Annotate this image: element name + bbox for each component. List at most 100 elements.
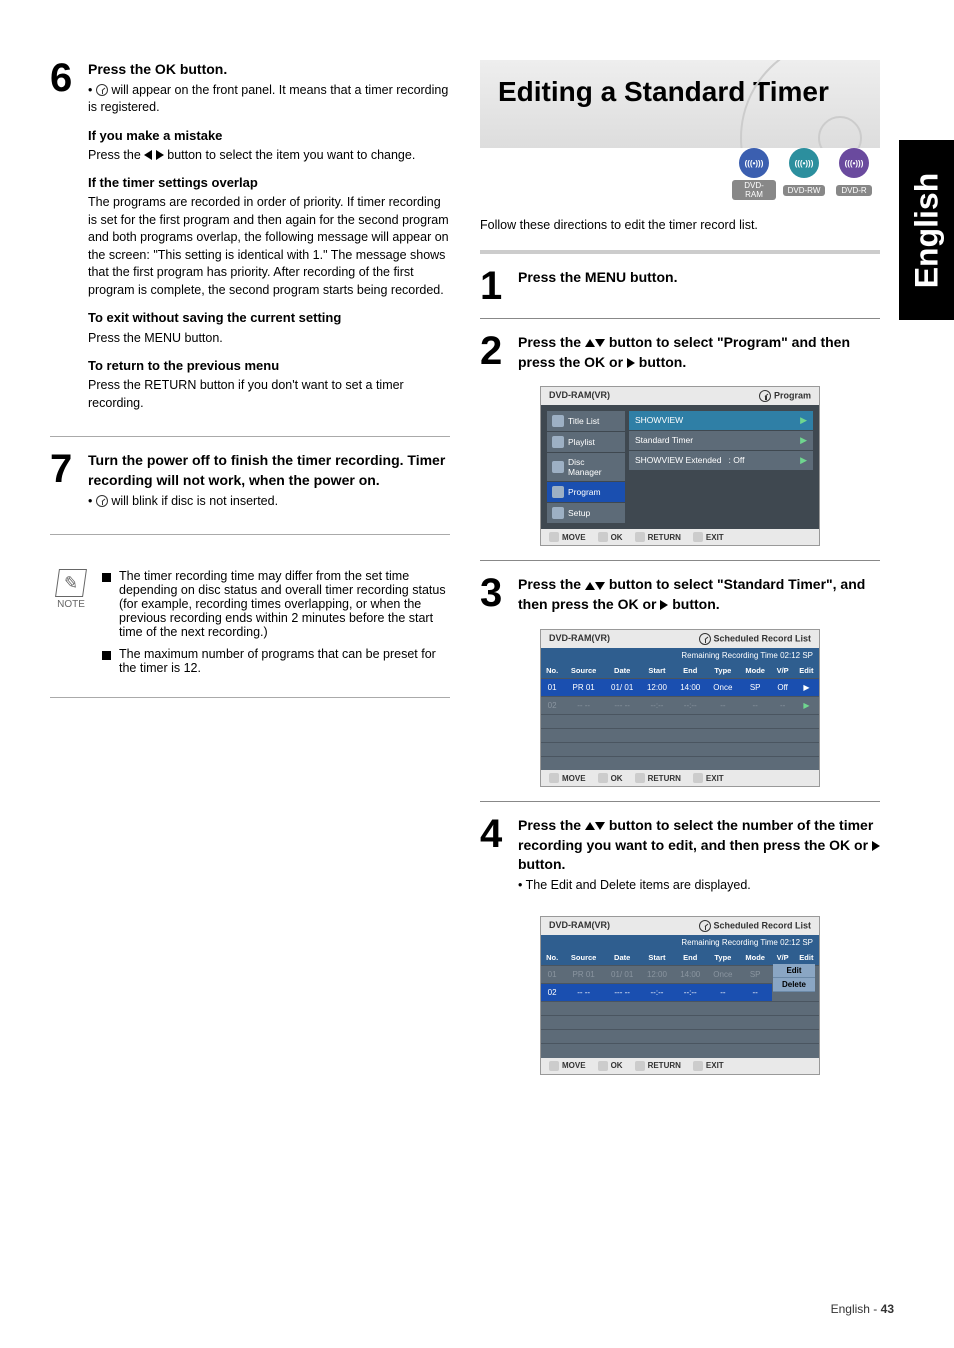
step-2-title: Press the button to select "Program" and… [518, 333, 880, 372]
note-icon: ✎ [55, 569, 87, 597]
foot-ok: OK [598, 1061, 623, 1071]
step-6-h1: If you make a mistake [88, 127, 450, 145]
up-arrow-icon [585, 582, 595, 590]
section-bar [480, 250, 880, 254]
menu-item-playlist[interactable]: Playlist [547, 432, 625, 452]
foot-ok: OK [598, 532, 623, 542]
step-4: 4 Press the button to select the number … [480, 816, 880, 904]
badge-dvd-ram: (((•))) DVD-RAM [732, 148, 776, 202]
up-arrow-icon [585, 822, 595, 830]
table-row[interactable]: 02-- ----- ----:----:--------▶ [541, 696, 819, 714]
right-arrow-icon [627, 358, 635, 368]
osd-body: Title List Playlist Disc Manager Program… [541, 405, 819, 529]
intro-text: Follow these directions to edit the time… [480, 218, 880, 232]
foot-exit: EXIT [693, 773, 724, 783]
divider [480, 801, 880, 802]
left-arrow-icon [144, 150, 152, 160]
osd-header: DVD-RAM(VR) Scheduled Record List [541, 917, 819, 935]
arrow-icon: ▶ [794, 678, 819, 696]
arrow-icon: ▶ [800, 435, 807, 446]
step-6-p4: Press the RETURN button if you don't wan… [88, 377, 450, 412]
menu-item-disc-manager[interactable]: Disc Manager [547, 453, 625, 481]
bullet-icon [102, 651, 111, 660]
popup-edit[interactable]: Edit [773, 964, 815, 978]
language-tab: English [899, 140, 954, 320]
disc-circle-icon: (((•))) [739, 148, 769, 178]
table-row [541, 728, 819, 742]
step-4-title: Press the button to select the number of… [518, 816, 880, 875]
divider [50, 436, 450, 437]
divider [480, 560, 880, 561]
step-1-title: Press the MENU button. [518, 268, 880, 288]
foot-move: MOVE [549, 1061, 586, 1071]
divider [50, 697, 450, 698]
osd-program-menu: DVD-RAM(VR) Program Title List Playlist … [540, 386, 820, 546]
foot-return: RETURN [635, 773, 681, 783]
osd-record-list-2: DVD-RAM(VR) Scheduled Record List Remain… [540, 916, 820, 1075]
note-item-1: The timer recording time may differ from… [102, 569, 450, 639]
note-item-2: The maximum number of programs that can … [102, 647, 450, 675]
menu-item-title-list[interactable]: Title List [547, 411, 625, 431]
divider [480, 318, 880, 319]
step-2: 2 Press the button to select "Program" a… [480, 333, 880, 374]
divider [50, 534, 450, 535]
foot-ok: OK [598, 773, 623, 783]
page-footer: English - 43 [831, 1302, 894, 1316]
foot-exit: EXIT [693, 532, 724, 542]
arrow-icon: ▶ [800, 455, 807, 466]
bullet-icon [102, 573, 111, 582]
clock-icon [699, 920, 711, 932]
menu-icon [552, 486, 564, 498]
language-tab-text: English [908, 172, 945, 288]
osd-header: DVD-RAM(VR) Program [541, 387, 819, 405]
table-row [541, 1002, 819, 1016]
down-arrow-icon [595, 339, 605, 347]
clock-icon [699, 633, 711, 645]
submenu-showview[interactable]: SHOWVIEW▶ [629, 411, 813, 430]
step-7-body: Turn the power off to finish the timer r… [88, 451, 450, 520]
menu-icon [552, 436, 564, 448]
table-row [541, 1016, 819, 1030]
submenu-standard-timer[interactable]: Standard Timer▶ [629, 431, 813, 450]
osd-right-panel: SHOWVIEW▶ Standard Timer▶ SHOWVIEW Exten… [629, 411, 813, 523]
step-6-h2: If the timer settings overlap [88, 174, 450, 192]
note-block: ✎ NOTE The timer recording time may diff… [50, 569, 450, 683]
menu-item-setup[interactable]: Setup [547, 503, 625, 523]
foot-exit: EXIT [693, 1061, 724, 1071]
step-6-h3: To exit without saving the current setti… [88, 309, 450, 327]
osd-subhead: Remaining Recording Time 02:12 SP [541, 648, 819, 663]
osd-header: DVD-RAM(VR) Scheduled Record List [541, 630, 819, 648]
table-row[interactable]: 01PR 0101/ 0112:0014:00OnceSPOff▶ [541, 678, 819, 696]
record-table: No.SourceDateStartEndTypeModeV/PEdit 01P… [541, 950, 819, 1058]
step-3: 3 Press the button to select "Standard T… [480, 575, 880, 616]
menu-icon [552, 415, 564, 427]
disc-circle-icon: (((•))) [839, 148, 869, 178]
step-6-number: 6 [50, 60, 80, 96]
edit-popup: Edit Delete [773, 964, 815, 992]
step-7-title: Turn the power off to finish the timer r… [88, 451, 450, 490]
osd-footer: MOVE OK RETURN EXIT [541, 770, 819, 786]
step-4-number: 4 [480, 816, 510, 852]
badge-dvd-r: (((•))) DVD-R [832, 148, 876, 202]
foot-return: RETURN [635, 1061, 681, 1071]
step-6-title: Press the OK button. [88, 60, 450, 80]
step-6-h4: To return to the previous menu [88, 357, 450, 375]
up-arrow-icon [585, 339, 595, 347]
disc-decoration [740, 60, 880, 148]
table-row[interactable]: 01PR 0101/ 0112:0014:00OnceSP Edit Delet… [541, 966, 819, 984]
step-3-title: Press the button to select "Standard Tim… [518, 575, 880, 614]
right-arrow-icon [872, 841, 880, 851]
step-7: 7 Turn the power off to finish the timer… [50, 451, 450, 520]
popup-delete[interactable]: Delete [773, 978, 815, 992]
menu-icon [552, 507, 564, 519]
record-table: No.SourceDateStartEndTypeModeV/PEdit 01P… [541, 663, 819, 771]
menu-icon [552, 461, 564, 473]
right-column: Editing a Standard Timer (((•))) DVD-RAM… [480, 60, 880, 1087]
badge-dvd-rw: (((•))) DVD-RW [782, 148, 826, 202]
page-columns: 6 Press the OK button. • will appear on … [50, 60, 904, 1087]
down-arrow-icon [595, 822, 605, 830]
submenu-showview-ext[interactable]: SHOWVIEW Extended : Off▶ [629, 451, 813, 470]
disc-badges: (((•))) DVD-RAM (((•))) DVD-RW (((•))) D… [480, 148, 880, 202]
menu-item-program[interactable]: Program [547, 482, 625, 502]
hero-section: Editing a Standard Timer [480, 60, 880, 148]
